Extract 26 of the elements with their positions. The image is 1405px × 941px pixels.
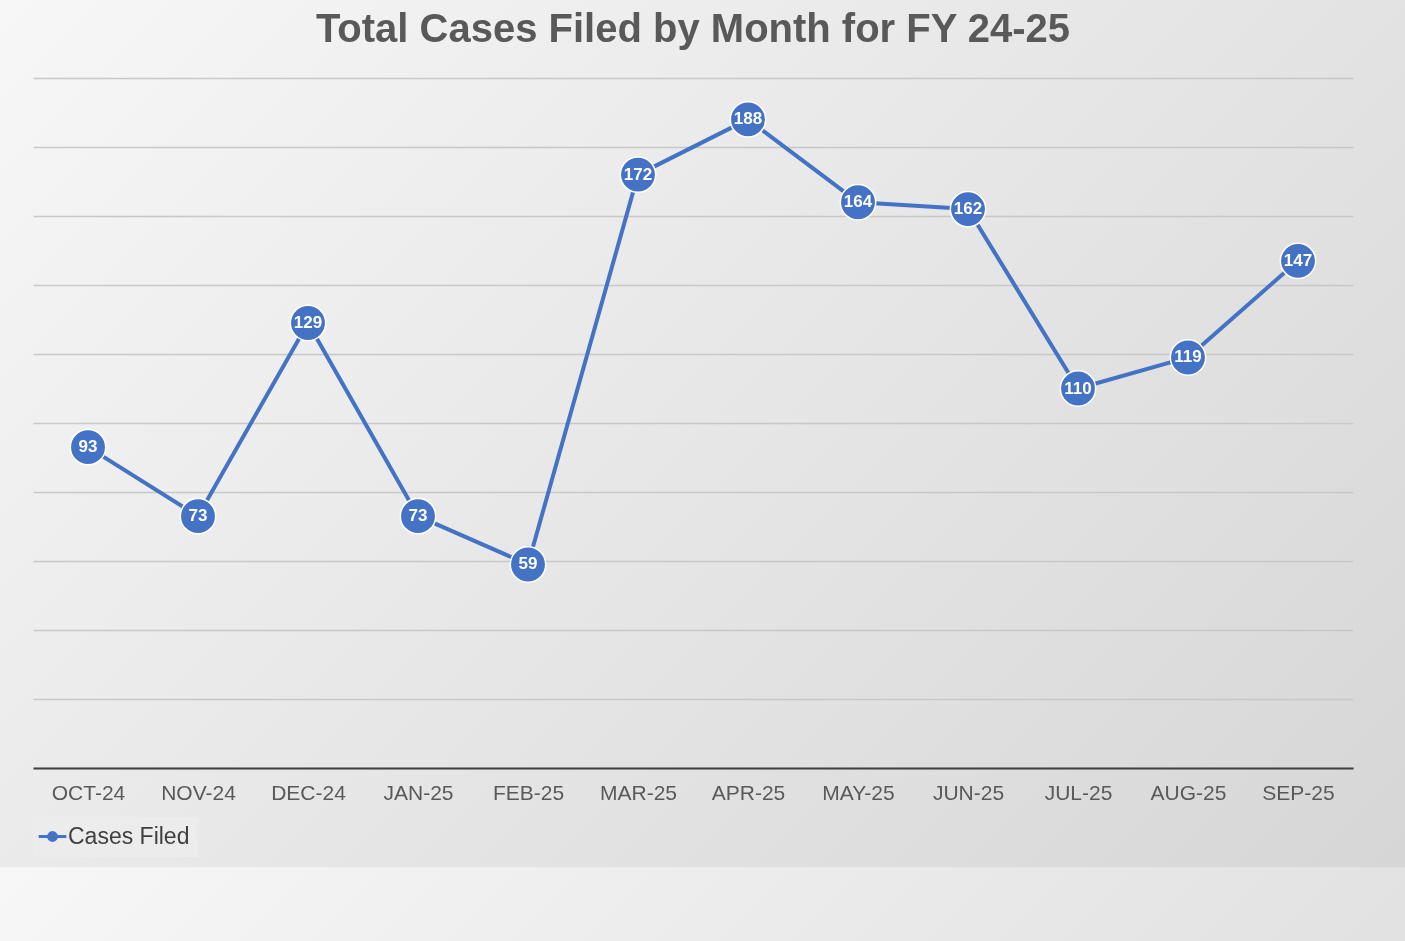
x-tick-label: AUG-25: [1150, 780, 1227, 804]
x-tick-label: APR-25: [711, 780, 786, 804]
data-label: 129: [293, 312, 323, 332]
x-tick-label: NOV-24: [161, 780, 237, 804]
data-label: 172: [623, 164, 653, 184]
legend-label: Cases Filed: [68, 822, 190, 849]
x-tick-label: MAR-25: [599, 780, 678, 804]
data-label: 59: [518, 554, 538, 574]
data-label: 73: [408, 506, 428, 526]
data-label: 164: [843, 192, 873, 212]
data-label: 162: [953, 199, 983, 219]
x-tick-label: OCT-24: [51, 780, 126, 804]
x-tick-label: SEP-25: [1262, 780, 1335, 804]
chart-title: Total Cases Filed by Month for FY 24-25: [315, 6, 1071, 50]
data-label: 93: [78, 437, 98, 457]
data-label: 110: [1064, 378, 1092, 398]
data-label: 188: [733, 109, 763, 129]
x-tick-label: JUL-25: [1044, 780, 1113, 804]
x-tick-label: MAY-25: [822, 780, 895, 804]
x-tick-label: JUN-25: [932, 780, 1005, 804]
data-label: 119: [1174, 347, 1202, 367]
x-tick-label: JAN-25: [383, 780, 454, 804]
data-label: 73: [188, 506, 208, 526]
x-tick-label: FEB-25: [492, 780, 565, 804]
data-label: 147: [1283, 250, 1313, 270]
x-tick-label: DEC-24: [271, 780, 347, 804]
